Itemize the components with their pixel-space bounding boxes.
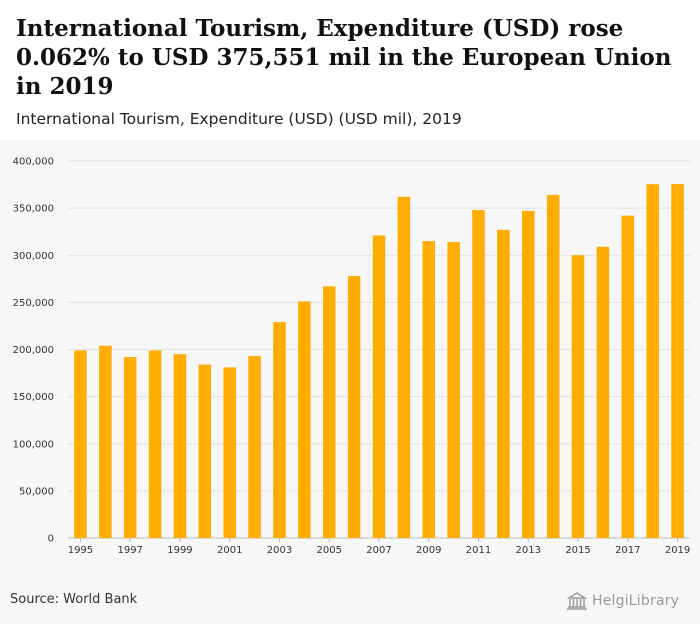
x-tick-label: 2005 [317, 545, 342, 556]
y-tick-label: 150,000 [13, 392, 54, 403]
bar-2018 [646, 184, 659, 538]
x-tick-label: 2017 [615, 545, 640, 556]
bar-2009 [422, 241, 436, 539]
x-tick-label: 1997 [117, 545, 142, 556]
bar-1996 [99, 345, 112, 538]
bar-2016 [596, 246, 610, 538]
chart-title: International Tourism, Expenditure (USD)… [16, 15, 672, 100]
helgilibrary-logo: HelgiLibrary [566, 590, 692, 612]
y-tick-label: 250,000 [13, 298, 54, 309]
x-tick-label: 2003 [267, 545, 292, 556]
source-note: Source: World Bank [10, 592, 138, 607]
library-building-icon [566, 592, 588, 610]
bar-2007 [372, 235, 386, 538]
y-tick-label: 100,000 [13, 439, 54, 450]
x-tick-label: 1999 [167, 545, 192, 556]
bar-2005 [322, 286, 336, 538]
bar-1995 [74, 350, 87, 538]
x-tick-label: 2019 [665, 545, 690, 556]
logo-text: HelgiLibrary [592, 593, 680, 609]
bar-chart: 0 50,000 100,000 150,000 200,000 250,000 300,0… [0, 140, 700, 560]
y-tick-label: 400,000 [13, 157, 54, 168]
bar-2002 [248, 356, 261, 538]
chart-header: International Tourism, Expenditure (USD)… [0, 0, 700, 140]
y-tick-label: 200,000 [13, 345, 54, 356]
bar-2010 [447, 242, 460, 538]
bar-2008 [397, 196, 411, 538]
chart-subtitle: International Tourism, Expenditure (USD)… [16, 110, 462, 128]
x-tick-label: 1995 [68, 545, 93, 556]
y-tick-label: 300,000 [13, 251, 54, 262]
bar-2003 [273, 322, 286, 538]
x-tick-label: 2007 [366, 545, 391, 556]
bar-2011 [472, 210, 485, 538]
bar-1997 [123, 357, 137, 538]
bar-2017 [621, 215, 635, 538]
x-tick-label: 2001 [217, 545, 242, 556]
y-tick-label: 0 [48, 534, 54, 545]
y-tick-label: 50,000 [19, 486, 54, 497]
bar-chart-svg: 0 50,000 100,000 150,000 200,000 250,000 300,0… [13, 157, 691, 557]
x-tick-label: 2011 [466, 545, 491, 556]
bar-2019 [671, 184, 684, 538]
bar-2006 [347, 275, 361, 538]
bar-2004 [298, 301, 311, 538]
y-tick-label: 350,000 [13, 204, 54, 215]
bar-2012 [497, 229, 510, 538]
bar-2000 [198, 364, 212, 538]
bar-2001 [223, 367, 236, 538]
bar-2014 [546, 194, 560, 538]
bar-2015 [571, 255, 585, 538]
bar-1999 [173, 354, 187, 538]
x-tick-label: 2015 [565, 545, 590, 556]
x-tick-label: 2013 [516, 545, 541, 556]
bar-1998 [148, 350, 162, 538]
x-tick-label: 2009 [416, 545, 441, 556]
bar-2013 [522, 210, 535, 538]
